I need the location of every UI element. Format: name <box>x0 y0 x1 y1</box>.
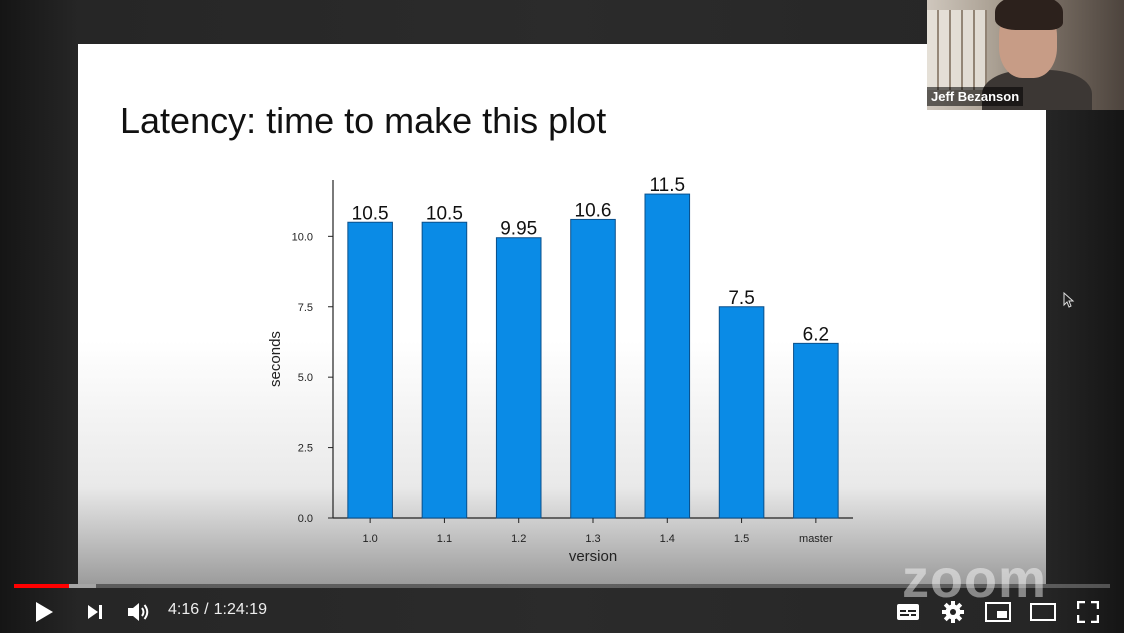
subtitles-button[interactable] <box>892 590 924 633</box>
y-axis-label: seconds <box>267 331 284 387</box>
x-tick-label: 1.1 <box>437 533 452 545</box>
bar-value-label: 9.95 <box>500 219 537 240</box>
speaker-webcam: Jeff Bezanson <box>927 0 1124 110</box>
speaker-hair <box>995 0 1063 30</box>
settings-button[interactable] <box>937 590 969 633</box>
bar <box>718 306 765 519</box>
y-tick-label: 7.5 <box>298 302 313 314</box>
bar <box>793 342 839 519</box>
y-tick-label: 0.0 <box>298 513 313 525</box>
theater-mode-icon <box>1030 602 1056 621</box>
bar <box>644 193 691 519</box>
subtitles-icon <box>897 603 919 620</box>
bar <box>347 221 393 519</box>
play-button[interactable] <box>26 590 62 633</box>
y-tick-label: 2.5 <box>298 443 313 455</box>
y-tick-label: 5.0 <box>298 372 313 384</box>
progress-played <box>14 584 70 588</box>
presentation-slide <box>78 44 1046 584</box>
bar <box>421 221 468 519</box>
latency-bar-chart: 0.0 2.5 5.0 7.5 10.0 10.5 1.0 10.5 1.1 9.95 1.2 10.… <box>267 175 853 565</box>
player-controls: 4:16 / 1:24:19 <box>0 590 1124 633</box>
duration: 1:24:19 <box>213 601 267 618</box>
miniplayer-icon <box>985 601 1011 622</box>
x-tick-label: 1.2 <box>511 533 526 545</box>
time-display: 4:16 / 1:24:19 <box>168 590 267 630</box>
play-icon <box>36 601 53 622</box>
speaker-name-label: Jeff Bezanson <box>927 87 1024 106</box>
x-tick-label: 1.5 <box>734 533 749 545</box>
x-tick-label: master <box>799 533 833 545</box>
x-tick-label: 1.3 <box>585 533 600 545</box>
theater-mode-button[interactable] <box>1025 590 1061 633</box>
y-tick-label: 10.0 <box>292 231 313 243</box>
current-time: 4:16 <box>168 601 200 618</box>
window-blinds <box>927 10 987 90</box>
next-icon <box>88 604 102 619</box>
mouse-cursor-icon <box>1063 292 1075 308</box>
bar-value-label: 10.5 <box>426 203 463 224</box>
bar <box>495 237 542 519</box>
bar-value-label: 6.2 <box>803 324 829 345</box>
x-axis-label: version <box>569 548 617 565</box>
bar <box>570 218 616 519</box>
fullscreen-button[interactable] <box>1072 590 1104 633</box>
bar-value-label: 7.5 <box>728 288 754 309</box>
volume-button[interactable] <box>122 590 156 633</box>
bar-value-label: 10.6 <box>575 200 612 221</box>
volume-icon <box>128 602 149 621</box>
gear-icon <box>942 600 964 623</box>
x-tick-label: 1.0 <box>362 533 377 545</box>
progress-bar[interactable] <box>14 584 1110 588</box>
slide-title: Latency: time to make this plot <box>120 100 607 141</box>
fullscreen-icon <box>1077 600 1099 623</box>
x-tick-label: 1.4 <box>660 533 675 545</box>
next-button[interactable] <box>78 590 112 633</box>
zoom-watermark: zoom <box>902 549 1047 609</box>
bar-value-label: 11.5 <box>649 175 685 196</box>
bar-value-label: 10.5 <box>352 203 389 224</box>
time-separator: / <box>204 601 209 618</box>
miniplayer-button[interactable] <box>981 590 1015 633</box>
